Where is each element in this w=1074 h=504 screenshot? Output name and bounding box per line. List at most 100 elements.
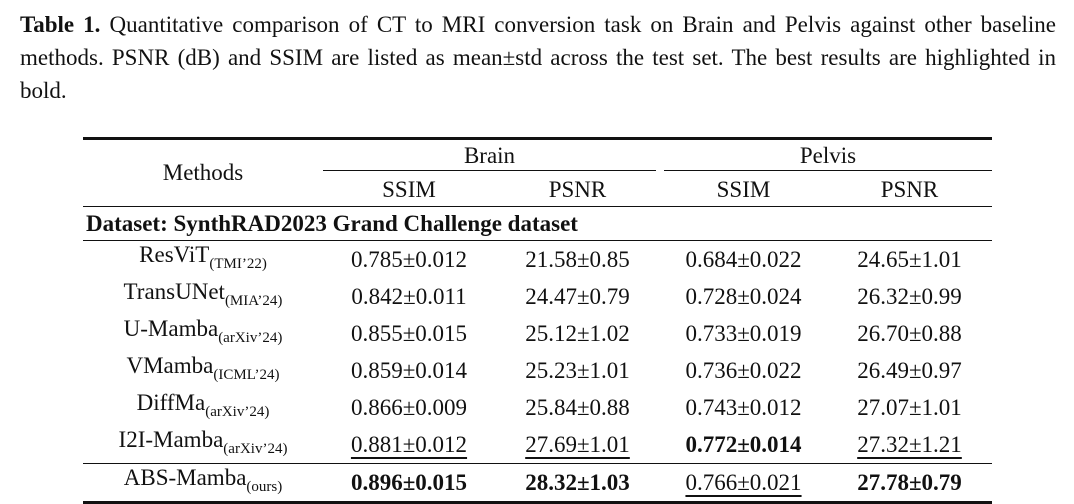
method-name: U-Mamba <box>123 316 219 341</box>
value-cell: 0.896±0.015 <box>323 463 495 504</box>
header-row: Methods Brain Pelvis <box>83 137 992 207</box>
method-name: I2I-Mamba <box>118 427 224 452</box>
value-cell: 0.866±0.009 <box>323 389 495 426</box>
method-venue: (arXiv’24) <box>218 330 283 346</box>
value: 0.766±0.021 <box>685 469 802 495</box>
value-cell: 0.684±0.022 <box>660 240 827 278</box>
value-cell: 25.12±1.02 <box>495 315 660 352</box>
value: 28.32±1.03 <box>525 469 630 495</box>
data-row: DiffMa(arXiv’24) 0.866±0.009 25.84±0.88 0.7… <box>83 389 992 426</box>
method-name: ResViT <box>139 242 210 267</box>
value: 0.733±0.019 <box>685 320 802 346</box>
data-row: I2I-Mamba(arXiv’24) 0.881±0.012 27.69±1.01… <box>83 426 992 464</box>
value: 24.47±0.79 <box>525 283 630 309</box>
value: 27.07±1.01 <box>857 394 962 420</box>
value: 0.684±0.022 <box>685 246 802 272</box>
value-cell: 27.32±1.21 <box>827 426 992 464</box>
value: 0.728±0.024 <box>685 283 802 309</box>
value: 0.881±0.012 <box>350 431 468 457</box>
method-cell: VMamba(ICML’24) <box>83 352 323 389</box>
value: 0.772±0.014 <box>685 431 802 457</box>
method-cell: TransUNet(MIA’24) <box>83 278 323 315</box>
value: 25.12±1.02 <box>525 320 630 346</box>
value-cell: 0.785±0.012 <box>323 240 495 278</box>
value: 0.743±0.012 <box>685 394 802 420</box>
value: 21.58±0.85 <box>525 246 630 272</box>
value: 25.23±1.01 <box>525 357 630 383</box>
value-cell: 0.728±0.024 <box>660 278 827 315</box>
value-cell: 0.881±0.012 <box>323 426 495 464</box>
caption: Table 1. Quantitative comparison of CT t… <box>20 8 1056 107</box>
value-cell: 0.855±0.015 <box>323 315 495 352</box>
caption-text: Quantitative comparison of CT to MRI con… <box>20 12 1057 103</box>
data-row: ABS-Mamba(ours) 0.896±0.015 28.32±1.03 0.76… <box>83 463 992 504</box>
value-cell: 27.69±1.01 <box>495 426 660 464</box>
method-cell: I2I-Mamba(arXiv’24) <box>83 426 323 464</box>
value: 0.859±0.014 <box>350 357 468 383</box>
column-header: SSIM <box>716 176 771 202</box>
value-cell: 28.32±1.03 <box>495 463 660 504</box>
header-row: SSIM PSNR SSIM PSNR <box>83 173 992 207</box>
value: 26.49±0.97 <box>857 357 962 383</box>
method-cell: ResViT(TMI’22) <box>83 240 323 278</box>
value-cell: 0.736±0.022 <box>660 352 827 389</box>
value-cell: 0.766±0.021 <box>660 463 827 504</box>
method-name: ABS-Mamba <box>123 465 247 490</box>
group-name: Brain <box>323 142 656 171</box>
value: 0.736±0.022 <box>685 357 802 383</box>
data-row: VMamba(ICML’24) 0.859±0.014 25.23±1.01 0.73… <box>83 352 992 389</box>
method-venue: (TMI’22) <box>209 256 267 272</box>
value: 25.84±0.88 <box>525 394 630 420</box>
column-header: PSNR <box>548 176 607 202</box>
data-row: ResViT(TMI’22) 0.785±0.012 21.58±0.85 0.684… <box>83 240 992 278</box>
method-venue: (ours) <box>246 479 283 495</box>
value: 0.842±0.011 <box>351 283 467 309</box>
method-venue: (MIA’24) <box>224 293 283 309</box>
group-header: Brain <box>323 137 660 173</box>
method-name: DiffMa <box>136 390 206 415</box>
group-name: Pelvis <box>664 142 992 171</box>
value-cell: 0.733±0.019 <box>660 315 827 352</box>
value-cell: 27.07±1.01 <box>827 389 992 426</box>
table-body: Methods Brain Pelvis SSIM PSNR SSIM PSNR Datase… <box>83 137 992 504</box>
value: 27.78±0.79 <box>857 469 962 495</box>
column-header: PSNR <box>880 176 939 202</box>
value: 26.32±0.99 <box>857 283 962 309</box>
value-cell: 26.32±0.99 <box>827 278 992 315</box>
value: 0.896±0.015 <box>350 469 468 495</box>
methods-header: Methods <box>83 137 323 207</box>
value: 0.866±0.009 <box>350 394 468 420</box>
value-cell: 26.49±0.97 <box>827 352 992 389</box>
value-cell: 24.65±1.01 <box>827 240 992 278</box>
column-header: SSIM <box>382 176 436 202</box>
value-cell: 0.842±0.011 <box>323 278 495 315</box>
data-row: U-Mamba(arXiv’24) 0.855±0.015 25.12±1.02 0.… <box>83 315 992 352</box>
value: 0.855±0.015 <box>350 320 468 346</box>
method-name: TransUNet <box>123 279 225 304</box>
section-row: Dataset: SynthRAD2023 Grand Challenge da… <box>83 206 992 241</box>
value-cell: 25.84±0.88 <box>495 389 660 426</box>
data-row: TransUNet(MIA’24) 0.842±0.011 24.47±0.79 0.… <box>83 278 992 315</box>
value-cell: 0.859±0.014 <box>323 352 495 389</box>
method-cell: U-Mamba(arXiv’24) <box>83 315 323 352</box>
value-cell: 25.23±1.01 <box>495 352 660 389</box>
value-cell: 24.47±0.79 <box>495 278 660 315</box>
results-table: Methods Brain Pelvis SSIM PSNR SSIM PSNR Datase… <box>83 137 992 504</box>
value: 26.70±0.88 <box>857 320 962 346</box>
value-cell: 27.78±0.79 <box>827 463 992 504</box>
page: {"caption": {"label": "Table 1.", "text"… <box>20 8 1057 504</box>
method-venue: (arXiv’24) <box>223 441 288 457</box>
value-cell: 26.70±0.88 <box>827 315 992 352</box>
value: 0.785±0.012 <box>350 246 468 272</box>
group-header: Pelvis <box>660 137 992 173</box>
method-cell: ABS-Mamba(ours) <box>83 463 323 504</box>
value-cell: 0.772±0.014 <box>660 426 827 464</box>
value: 27.69±1.01 <box>525 431 630 457</box>
value-cell: 21.58±0.85 <box>495 240 660 278</box>
method-name: VMamba <box>126 353 214 378</box>
section-title: Dataset: SynthRAD2023 Grand Challenge da… <box>83 206 992 241</box>
method-venue: (arXiv’24) <box>205 404 270 420</box>
value: 24.65±1.01 <box>857 246 962 272</box>
value-cell: 0.743±0.012 <box>660 389 827 426</box>
method-venue: (ICML’24) <box>213 367 280 383</box>
